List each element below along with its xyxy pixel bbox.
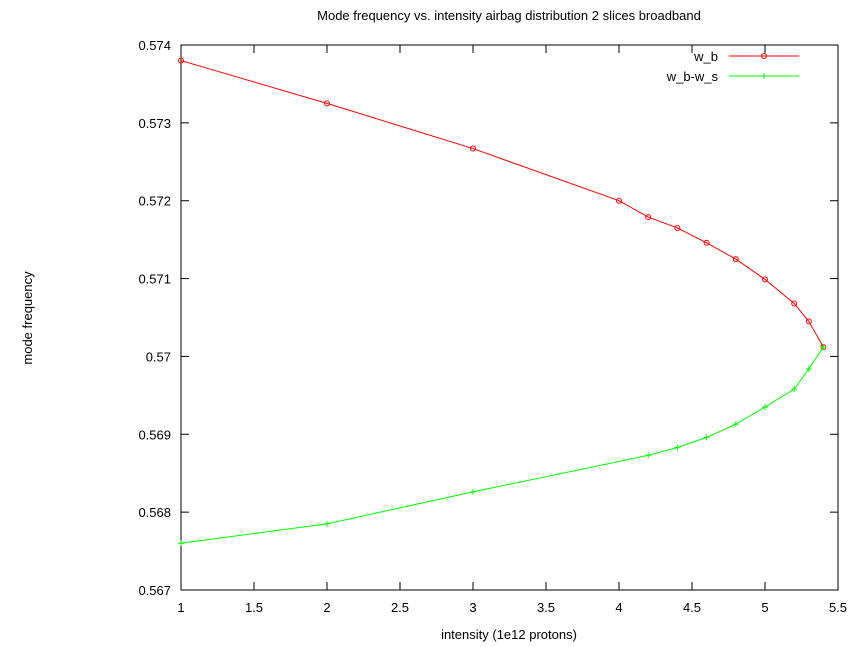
data-point <box>470 145 476 152</box>
data-point <box>616 197 622 204</box>
x-tick-label: 3 <box>469 600 476 615</box>
y-tick-label: 0.567 <box>138 583 171 598</box>
legend-label: w_b <box>693 49 718 64</box>
x-tick-label: 5 <box>761 600 768 615</box>
x-tick-label: 2.5 <box>391 600 409 615</box>
data-point <box>805 365 812 372</box>
data-point <box>470 488 476 495</box>
x-tick-label: 4.5 <box>683 600 701 615</box>
data-point <box>732 256 739 263</box>
x-tick-label: 2 <box>323 600 330 615</box>
chart-title: Mode frequency vs. intensity airbag dist… <box>317 8 701 23</box>
data-point <box>703 239 710 246</box>
legend: w_b w_b-w_s <box>666 49 799 84</box>
legend-marker <box>761 53 767 59</box>
data-point <box>178 57 184 64</box>
series-2 <box>178 344 827 547</box>
plot-border <box>180 44 839 591</box>
y-tick-label: 0.569 <box>138 427 171 442</box>
data-point <box>324 100 330 107</box>
x-axis: 1 1.5 2 2.5 3 3.5 4 4.5 5 5.5 <box>177 45 847 615</box>
x-tick-label: 4 <box>615 600 622 615</box>
legend-label: w_b-w_s <box>666 69 719 84</box>
y-axis: 0.567 0.568 0.569 0.57 0.571 0.572 0.573 0.574 <box>138 38 838 598</box>
legend-item: w_b-w_s <box>666 69 799 84</box>
data-point <box>791 386 798 393</box>
x-tick-label: 5.5 <box>829 600 847 615</box>
x-axis-label: intensity (1e12 protons) <box>441 627 577 642</box>
y-tick-label: 0.568 <box>138 505 171 520</box>
x-tick-label: 1 <box>177 600 184 615</box>
data-point <box>674 444 681 451</box>
data-point <box>645 214 652 221</box>
series-line <box>180 346 824 544</box>
y-axis-label: mode frequency <box>20 271 35 365</box>
legend-marker <box>761 73 767 79</box>
data-point <box>732 421 739 428</box>
series-line <box>180 60 824 348</box>
data-point <box>820 344 827 351</box>
series-1 <box>178 57 827 351</box>
data-point <box>805 318 812 325</box>
data-point <box>762 404 768 411</box>
data-point <box>703 434 710 441</box>
data-point <box>674 224 681 231</box>
data-point <box>791 300 798 307</box>
series-layer <box>178 57 827 547</box>
plot-area <box>180 44 839 591</box>
data-point <box>324 520 330 527</box>
x-tick-label: 1.5 <box>245 600 263 615</box>
data-point <box>178 540 184 547</box>
x-tick-label: 3.5 <box>537 600 555 615</box>
y-tick-label: 0.57 <box>146 349 171 364</box>
y-tick-label: 0.574 <box>138 38 171 53</box>
data-point <box>645 452 652 459</box>
legend-item: w_b <box>693 49 799 64</box>
y-tick-label: 0.572 <box>138 194 171 209</box>
y-tick-label: 0.573 <box>138 116 171 131</box>
data-point <box>762 276 768 283</box>
y-tick-label: 0.571 <box>138 272 171 287</box>
